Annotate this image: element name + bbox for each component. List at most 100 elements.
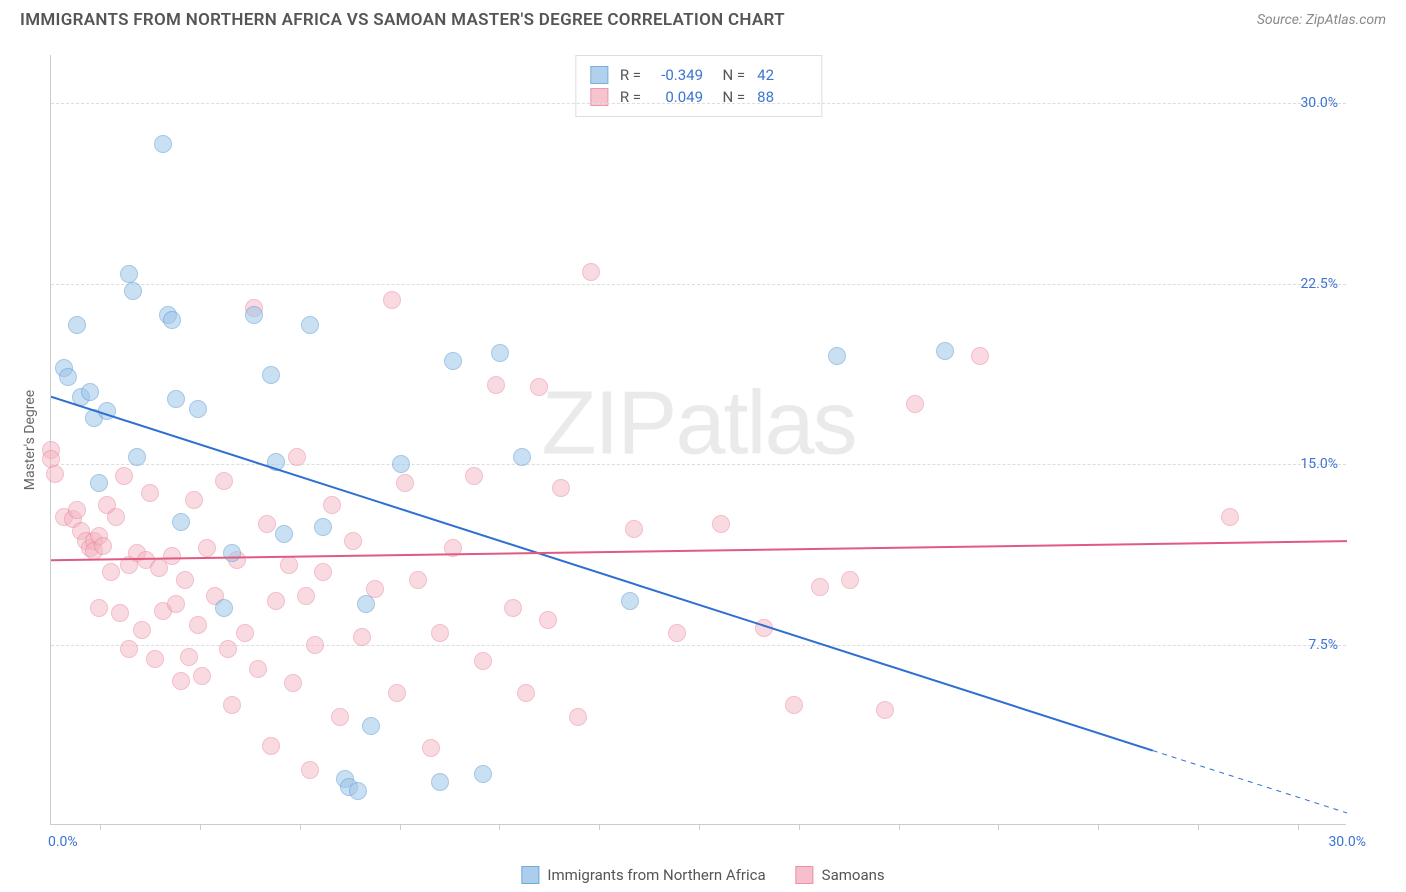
trend-line-dashed-northern_africa [1153,751,1347,813]
x-tick [499,824,500,830]
y-tick-label: 30.0% [1300,95,1338,111]
scatter-plot-area: ZIPatlas R =-0.349 N =42R =0.049 N =88 7… [50,55,1346,825]
scatter-point-northern_africa [154,135,172,153]
stats-row-samoans: R =0.049 N =88 [590,86,807,108]
legend-label: Samoans [822,866,885,884]
scatter-point-samoans [1221,508,1239,526]
scatter-point-northern_africa [491,344,509,362]
scatter-point-northern_africa [349,782,367,800]
scatter-point-samoans [215,472,233,490]
scatter-point-samoans [236,624,254,642]
scatter-point-samoans [223,696,241,714]
scatter-point-northern_africa [362,717,380,735]
scatter-point-samoans [314,563,332,581]
bottom-legend: Immigrants from Northern Africa Samoans [521,866,884,884]
scatter-point-samoans [133,621,151,639]
x-tick [1098,824,1099,830]
grid-line [51,464,1346,465]
legend-item-samoans: Samoans [796,866,885,884]
scatter-point-samoans [249,660,267,678]
scatter-point-samoans [971,347,989,365]
scatter-point-samoans [111,604,129,622]
scatter-point-northern_africa [90,474,108,492]
scatter-point-northern_africa [828,347,846,365]
x-tick [799,824,800,830]
scatter-point-samoans [323,496,341,514]
scatter-point-samoans [569,708,587,726]
scatter-point-samoans [180,648,198,666]
scatter-point-samoans [785,696,803,714]
scatter-point-samoans [219,640,237,658]
scatter-point-samoans [141,484,159,502]
scatter-point-samoans [517,684,535,702]
scatter-point-samoans [906,395,924,413]
x-tick [998,824,999,830]
legend-swatch [521,866,539,884]
scatter-point-northern_africa [124,282,142,300]
scatter-point-northern_africa [431,773,449,791]
scatter-point-northern_africa [474,765,492,783]
scatter-point-northern_africa [163,311,181,329]
scatter-point-samoans [755,619,773,637]
scatter-point-northern_africa [120,265,138,283]
legend-label: Immigrants from Northern Africa [547,866,765,884]
scatter-point-samoans [504,599,522,617]
stat-n-value: 42 [757,66,807,84]
scatter-point-samoans [465,467,483,485]
scatter-point-northern_africa [189,400,207,418]
scatter-point-northern_africa [392,455,410,473]
scatter-point-samoans [90,599,108,617]
scatter-point-northern_africa [172,513,190,531]
scatter-point-northern_africa [444,352,462,370]
source-attribution: Source: ZipAtlas.com [1257,12,1386,28]
scatter-point-samoans [344,532,362,550]
legend-item-northern_africa: Immigrants from Northern Africa [521,866,765,884]
y-axis-label: Master's Degree [22,390,38,490]
scatter-point-samoans [102,563,120,581]
scatter-point-northern_africa [245,306,263,324]
x-tick [699,824,700,830]
scatter-point-samoans [530,378,548,396]
scatter-point-samoans [185,491,203,509]
scatter-point-samoans [582,263,600,281]
scatter-point-samoans [301,761,319,779]
x-axis-min-label: 0.0% [48,834,78,850]
scatter-point-northern_africa [59,368,77,386]
scatter-point-northern_africa [301,316,319,334]
scatter-point-samoans [262,737,280,755]
scatter-point-samoans [712,515,730,533]
y-tick-label: 7.5% [1308,637,1338,653]
scatter-point-samoans [258,515,276,533]
x-tick [1298,824,1299,830]
scatter-point-samoans [552,479,570,497]
stats-row-northern_africa: R =-0.349 N =42 [590,64,807,86]
scatter-point-northern_africa [167,390,185,408]
x-tick [1198,824,1199,830]
scatter-point-northern_africa [357,595,375,613]
scatter-point-northern_africa [267,453,285,471]
watermark-text: ZIPatlas [541,373,855,476]
x-axis-max-label: 30.0% [1328,834,1366,850]
y-tick-label: 22.5% [1300,276,1338,292]
scatter-point-northern_africa [314,518,332,536]
stat-r-label: R = [620,66,641,84]
scatter-point-samoans [115,467,133,485]
scatter-point-samoans [306,636,324,654]
scatter-point-samoans [487,376,505,394]
scatter-point-samoans [297,587,315,605]
grid-line [51,645,1346,646]
legend-swatch [590,66,608,84]
x-tick [899,824,900,830]
scatter-point-samoans [409,571,427,589]
scatter-point-samoans [189,616,207,634]
scatter-point-samoans [146,650,164,668]
scatter-point-samoans [625,520,643,538]
scatter-point-samoans [422,739,440,757]
grid-line [51,284,1346,285]
scatter-point-northern_africa [936,342,954,360]
scatter-point-samoans [267,592,285,610]
x-tick [400,824,401,830]
scatter-point-samoans [841,571,859,589]
scatter-point-samoans [331,708,349,726]
scatter-point-samoans [668,624,686,642]
